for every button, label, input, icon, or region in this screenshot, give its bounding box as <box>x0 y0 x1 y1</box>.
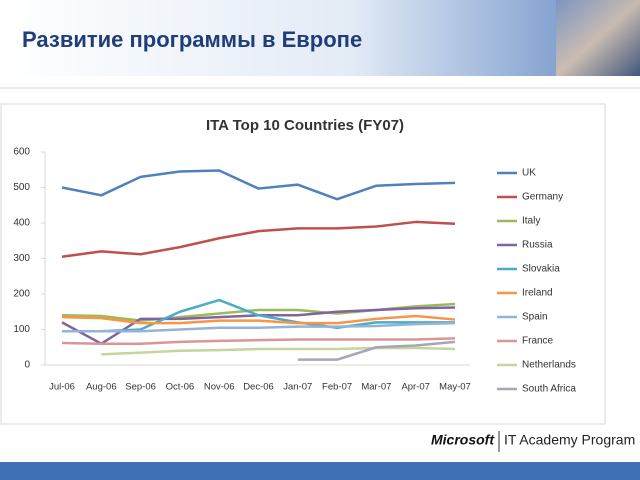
y-tick-label: 600 <box>13 147 30 158</box>
y-tick-label: 400 <box>13 218 30 229</box>
x-tick-label: Jul-06 <box>49 382 75 393</box>
header-photo <box>556 0 640 76</box>
chart-frame <box>0 103 606 425</box>
footer-band <box>0 462 640 480</box>
x-tick-label: May-07 <box>439 382 471 393</box>
plot: 0 100 200 300 400 500 600 Jul-06 Aug-06 Sep-06 Oct… <box>13 147 576 395</box>
x-tick-label: Jan-07 <box>283 382 312 393</box>
series-line <box>297 340 456 361</box>
chart-title: ITA Top 10 Countries (FY07) <box>206 117 404 134</box>
y-tick-label: 200 <box>13 289 30 300</box>
program-name: IT Academy Program <box>504 432 635 448</box>
x-tick-label: Feb-07 <box>322 382 352 393</box>
x-tick-label: Apr-07 <box>401 382 430 393</box>
x-tick-label: Oct-06 <box>166 382 195 393</box>
series-line <box>61 314 456 325</box>
slide-title: Развитие программы в Европе <box>22 27 362 52</box>
legend-label: Netherlands <box>522 360 576 371</box>
series-line <box>61 169 456 201</box>
legend-label: France <box>522 336 554 347</box>
x-tick-label: Dec-06 <box>243 382 274 393</box>
legend-label: UK <box>522 168 536 179</box>
x-tick-label: Nov-06 <box>204 382 235 393</box>
legend-label: South Africa <box>522 384 576 395</box>
y-tick-label: 500 <box>13 182 30 193</box>
legend-label: Italy <box>522 216 540 227</box>
y-tick-label: 0 <box>24 360 30 371</box>
legend-label: Slovakia <box>522 264 560 275</box>
legend-label: Russia <box>522 240 553 251</box>
series-line <box>62 321 456 333</box>
y-tick-label: 300 <box>13 253 30 264</box>
x-tick-label: Sep-06 <box>125 382 156 393</box>
series-line <box>61 337 456 345</box>
legend-label: Germany <box>522 192 563 203</box>
legend-label: Ireland <box>522 288 553 299</box>
series-line <box>61 220 456 258</box>
y-tick-label: 100 <box>13 324 30 335</box>
series-line <box>101 346 456 356</box>
brand: Microsoft <box>431 432 495 448</box>
header-band <box>0 0 640 76</box>
x-tick-label: Mar-07 <box>361 382 391 393</box>
x-tick-label: Aug-06 <box>86 382 117 393</box>
legend-label: Spain <box>522 312 548 323</box>
